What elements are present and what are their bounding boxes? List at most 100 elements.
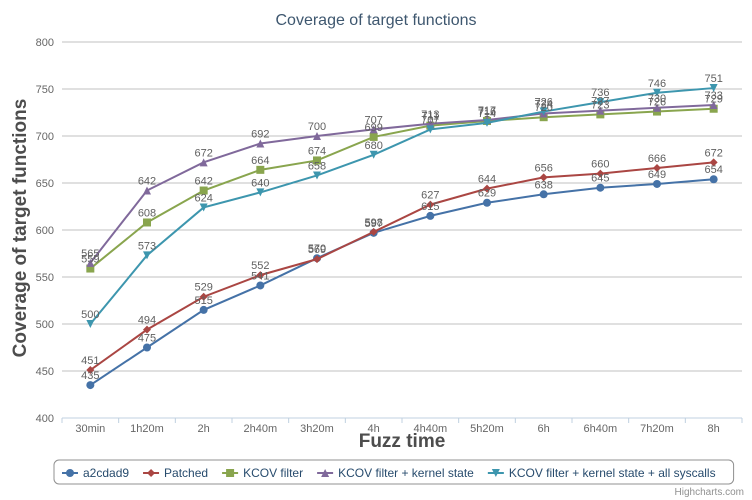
data-label: 629 xyxy=(478,188,496,200)
data-point[interactable] xyxy=(653,103,661,112)
data-label: 746 xyxy=(648,78,666,90)
data-point[interactable] xyxy=(369,132,378,141)
x-tick-label: 3h20m xyxy=(300,423,334,435)
data-point[interactable] xyxy=(256,139,265,148)
data-label: 573 xyxy=(138,240,156,252)
data-point[interactable] xyxy=(483,198,491,207)
series-line[interactable] xyxy=(89,107,714,270)
data-point[interactable] xyxy=(143,218,151,227)
data-point[interactable] xyxy=(86,264,95,273)
data-point[interactable] xyxy=(199,158,208,167)
credits[interactable]: Highcharts.com xyxy=(675,487,744,498)
data-point[interactable] xyxy=(483,184,491,193)
data-label: 435 xyxy=(81,370,99,382)
x-tick-label: 30min xyxy=(75,423,105,435)
data-point[interactable] xyxy=(653,88,661,97)
data-point[interactable] xyxy=(86,366,95,375)
data-point[interactable] xyxy=(256,188,265,197)
data-label: 515 xyxy=(194,295,212,307)
data-point[interactable] xyxy=(369,227,378,236)
data-point[interactable] xyxy=(369,150,378,159)
legend-item-0[interactable]: a2cdad9 xyxy=(62,466,129,480)
data-point[interactable] xyxy=(426,200,435,209)
data-label: 672 xyxy=(704,147,722,159)
legend-label: Patched xyxy=(164,466,208,480)
x-tick-label: 6h xyxy=(538,423,550,435)
series-0 xyxy=(86,175,718,390)
data-point[interactable] xyxy=(86,320,95,328)
data-point[interactable] xyxy=(539,190,548,199)
data-point[interactable] xyxy=(313,156,321,165)
data-point[interactable] xyxy=(653,179,661,188)
grid xyxy=(62,41,742,419)
data-point[interactable] xyxy=(256,281,265,290)
data-point[interactable] xyxy=(596,169,605,178)
data-point[interactable] xyxy=(86,381,95,390)
data-point[interactable] xyxy=(596,106,605,115)
data-label: 559 xyxy=(81,254,99,266)
legend-item-3[interactable]: KCOV filter + kernel state xyxy=(317,466,474,480)
data-point[interactable] xyxy=(313,255,321,264)
data-point[interactable] xyxy=(709,100,718,109)
legend-marker[interactable] xyxy=(226,469,235,477)
data-label: 730 xyxy=(648,93,666,105)
data-point[interactable] xyxy=(653,163,661,172)
data-label: 494 xyxy=(138,315,156,327)
data-point[interactable] xyxy=(143,343,151,352)
data-point[interactable] xyxy=(313,171,321,180)
series-line[interactable] xyxy=(89,161,714,371)
legend-item-1[interactable]: Patched xyxy=(143,466,208,480)
data-label: 451 xyxy=(81,355,99,367)
series-line[interactable] xyxy=(89,103,714,264)
data-label: 727 xyxy=(591,96,609,108)
data-label: 674 xyxy=(308,145,326,157)
data-point[interactable] xyxy=(709,175,718,184)
data-point[interactable] xyxy=(256,165,265,174)
data-point[interactable] xyxy=(256,271,265,280)
data-point[interactable] xyxy=(709,84,718,93)
data-point[interactable] xyxy=(199,203,208,212)
data-point[interactable] xyxy=(539,173,548,182)
data-point[interactable] xyxy=(709,158,718,167)
data-point[interactable] xyxy=(426,125,435,134)
x-tick-label: 2h40m xyxy=(244,423,278,435)
data-point[interactable] xyxy=(313,132,321,140)
data-point[interactable] xyxy=(143,251,151,260)
data-point[interactable] xyxy=(143,186,151,195)
y-tick-label: 450 xyxy=(36,366,54,378)
data-point[interactable] xyxy=(199,292,208,301)
data-point[interactable] xyxy=(426,211,435,220)
legend-marker[interactable] xyxy=(147,469,156,477)
data-point[interactable] xyxy=(596,98,605,107)
x-tick-label: 7h20m xyxy=(640,423,674,435)
legend-label: KCOV filter + kernel state + all syscall… xyxy=(509,466,716,480)
data-point[interactable] xyxy=(86,258,95,267)
y-tick-label: 400 xyxy=(36,413,54,425)
data-label: 658 xyxy=(308,160,326,172)
legend-item-4[interactable]: KCOV filter + kernel state + all syscall… xyxy=(487,466,716,480)
y-tick-label: 650 xyxy=(36,178,54,190)
data-point[interactable] xyxy=(483,118,491,127)
series-line[interactable] xyxy=(89,87,714,325)
data-point[interactable] xyxy=(199,186,208,195)
legend-item-2[interactable]: KCOV filter xyxy=(222,466,303,480)
series-layer xyxy=(86,84,718,390)
data-point[interactable] xyxy=(369,125,378,134)
data-label: 475 xyxy=(138,333,156,345)
data-point[interactable] xyxy=(596,183,605,192)
data-label: 716 xyxy=(478,106,496,118)
y-tick-label: 600 xyxy=(36,225,54,237)
data-label: 692 xyxy=(251,129,269,141)
series-line[interactable] xyxy=(89,178,714,386)
legend-marker[interactable] xyxy=(321,469,330,477)
data-point[interactable] xyxy=(143,325,151,334)
legend-marker[interactable] xyxy=(491,469,500,477)
data-label: 656 xyxy=(534,162,552,174)
data-label: 640 xyxy=(251,177,269,189)
data-label: 666 xyxy=(648,153,666,165)
data-label: 624 xyxy=(194,192,212,204)
data-point[interactable] xyxy=(539,107,548,116)
data-point[interactable] xyxy=(199,305,208,314)
legend-marker[interactable] xyxy=(66,469,74,477)
